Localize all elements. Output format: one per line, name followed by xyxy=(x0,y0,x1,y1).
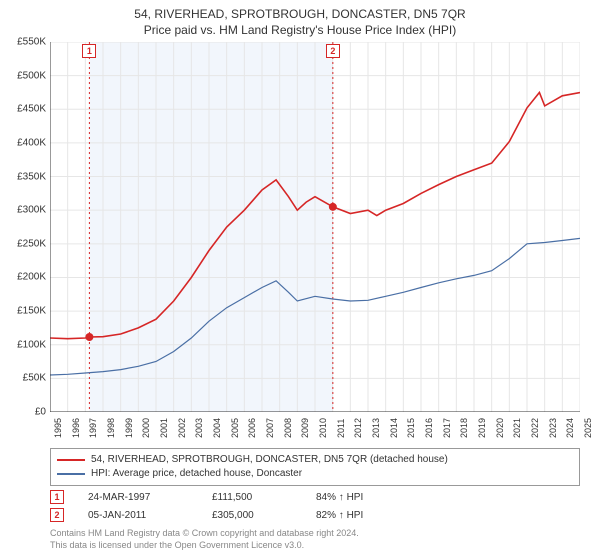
x-tick-label: 2001 xyxy=(159,418,169,438)
x-tick-label: 2000 xyxy=(141,418,151,438)
x-tick-label: 2004 xyxy=(212,418,222,438)
x-tick-label: 2010 xyxy=(318,418,328,438)
x-tick-label: 1997 xyxy=(88,418,98,438)
y-tick-label: £50K xyxy=(23,373,46,384)
legend-label: 54, RIVERHEAD, SPROTBROUGH, DONCASTER, D… xyxy=(91,453,448,467)
sale-row: 2 05-JAN-2011 £305,000 82% ↑ HPI xyxy=(50,508,580,522)
y-tick-label: £450K xyxy=(17,104,46,115)
footer-line-1: Contains HM Land Registry data © Crown c… xyxy=(50,528,359,540)
x-tick-label: 2021 xyxy=(512,418,522,438)
sale-date: 24-MAR-1997 xyxy=(88,492,188,503)
x-tick-label: 2017 xyxy=(442,418,452,438)
y-tick-label: £500K xyxy=(17,70,46,81)
x-tick-label: 1996 xyxy=(71,418,81,438)
sales-summary: 1 24-MAR-1997 £111,500 84% ↑ HPI 2 05-JAN-201… xyxy=(50,490,580,526)
x-tick-label: 2015 xyxy=(406,418,416,438)
title-line-2: Price paid vs. HM Land Registry's House … xyxy=(0,22,600,42)
x-tick-label: 2016 xyxy=(424,418,434,438)
sale-hpi: 84% ↑ HPI xyxy=(316,492,406,503)
x-tick-label: 2012 xyxy=(353,418,363,438)
sale-price: £305,000 xyxy=(212,510,292,521)
y-tick-label: £250K xyxy=(17,238,46,249)
x-tick-label: 2023 xyxy=(548,418,558,438)
x-tick-label: 1995 xyxy=(53,418,63,438)
x-tick-label: 2008 xyxy=(283,418,293,438)
legend-swatch xyxy=(57,459,85,461)
x-tick-label: 2020 xyxy=(495,418,505,438)
sale-price: £111,500 xyxy=(212,492,292,503)
chart-plot-area: 12 xyxy=(50,42,580,412)
y-tick-label: £150K xyxy=(17,306,46,317)
y-tick-label: £550K xyxy=(17,37,46,48)
x-tick-label: 1999 xyxy=(124,418,134,438)
sale-marker-badge: 1 xyxy=(50,490,64,504)
sale-row: 1 24-MAR-1997 £111,500 84% ↑ HPI xyxy=(50,490,580,504)
x-tick-label: 1998 xyxy=(106,418,116,438)
y-axis-labels: £0£50K£100K£150K£200K£250K£300K£350K£400… xyxy=(0,42,48,412)
legend-entry: 54, RIVERHEAD, SPROTBROUGH, DONCASTER, D… xyxy=(57,453,573,467)
y-tick-label: £0 xyxy=(35,407,46,418)
x-tick-label: 2022 xyxy=(530,418,540,438)
legend-swatch xyxy=(57,473,85,475)
x-tick-label: 2009 xyxy=(300,418,310,438)
chart-container: 54, RIVERHEAD, SPROTBROUGH, DONCASTER, D… xyxy=(0,0,600,560)
y-tick-label: £100K xyxy=(17,339,46,350)
legend-label: HPI: Average price, detached house, Donc… xyxy=(91,467,302,481)
title-line-1: 54, RIVERHEAD, SPROTBROUGH, DONCASTER, D… xyxy=(0,6,600,22)
sale-marker-badge: 1 xyxy=(82,44,96,58)
footer-attribution: Contains HM Land Registry data © Crown c… xyxy=(50,528,359,551)
sale-marker-badge: 2 xyxy=(50,508,64,522)
x-tick-label: 2011 xyxy=(336,419,346,438)
legend-box: 54, RIVERHEAD, SPROTBROUGH, DONCASTER, D… xyxy=(50,448,580,486)
footer-line-2: This data is licensed under the Open Gov… xyxy=(50,540,359,552)
x-tick-label: 2013 xyxy=(371,418,381,438)
x-tick-label: 2025 xyxy=(583,418,593,438)
sale-hpi: 82% ↑ HPI xyxy=(316,510,406,521)
x-tick-label: 2003 xyxy=(194,418,204,438)
x-tick-label: 2005 xyxy=(230,418,240,438)
legend-entry: HPI: Average price, detached house, Donc… xyxy=(57,467,573,481)
x-tick-label: 2018 xyxy=(459,418,469,438)
y-tick-label: £300K xyxy=(17,205,46,216)
chart-title: 54, RIVERHEAD, SPROTBROUGH, DONCASTER, D… xyxy=(0,0,600,42)
x-tick-label: 2019 xyxy=(477,418,487,438)
x-tick-label: 2014 xyxy=(389,418,399,438)
chart-svg xyxy=(50,42,580,412)
x-axis-labels: 1995 1996 1997 1998 1999 2000 2001 2002 2003 2004… xyxy=(50,414,580,444)
y-tick-label: £200K xyxy=(17,272,46,283)
y-tick-label: £400K xyxy=(17,137,46,148)
x-tick-label: 2006 xyxy=(247,418,257,438)
x-tick-label: 2007 xyxy=(265,418,275,438)
y-tick-label: £350K xyxy=(17,171,46,182)
sale-marker-badge: 2 xyxy=(326,44,340,58)
sale-date: 05-JAN-2011 xyxy=(88,510,188,521)
x-tick-label: 2024 xyxy=(565,418,575,438)
x-tick-label: 2002 xyxy=(177,418,187,438)
